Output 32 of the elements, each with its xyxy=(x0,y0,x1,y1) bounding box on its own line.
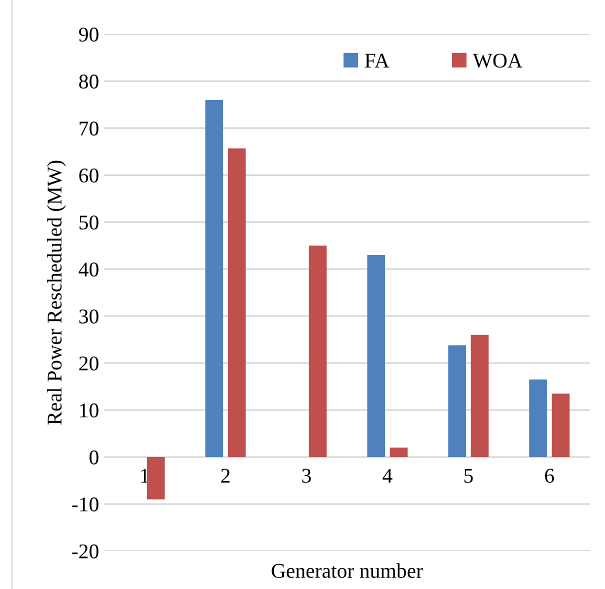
bar xyxy=(228,148,246,458)
x-tick-label: 6 xyxy=(545,468,554,483)
bar xyxy=(367,254,386,458)
y-tick-label: 90 xyxy=(79,28,98,42)
y-tick-label: 10 xyxy=(80,403,98,418)
y-tick-label: 20 xyxy=(79,356,98,370)
bar xyxy=(529,380,547,458)
bar xyxy=(205,100,224,458)
legend-label: FA xyxy=(364,54,390,68)
x-tick-label: 5 xyxy=(464,468,473,483)
legend-label: WOA xyxy=(472,54,522,68)
y-tick-label: 60 xyxy=(79,168,98,183)
x-tick-label: 3 xyxy=(302,468,311,483)
y-tick-label: -20 xyxy=(72,544,98,558)
bar xyxy=(146,457,165,500)
y-axis-title: Real Power Rescheduled (MW) xyxy=(46,160,66,425)
y-tick-label: 30 xyxy=(79,309,98,324)
y-tick-label: 40 xyxy=(78,262,98,277)
y-tick-label: 80 xyxy=(79,74,98,89)
y-tick-label: -10 xyxy=(72,497,98,512)
x-tick-label: 2 xyxy=(221,468,230,483)
x-axis-title: Generator number xyxy=(272,563,423,578)
x-tick-label: 4 xyxy=(382,468,392,483)
bar xyxy=(470,334,489,458)
bar xyxy=(390,448,408,458)
y-tick-label: 50 xyxy=(80,215,98,230)
y-tick-label: 0 xyxy=(90,450,98,464)
x-tick-label: 1 xyxy=(141,468,149,483)
bar xyxy=(308,246,327,458)
y-tick-label: 70 xyxy=(80,122,98,136)
bar xyxy=(552,394,570,458)
bar xyxy=(448,345,466,458)
